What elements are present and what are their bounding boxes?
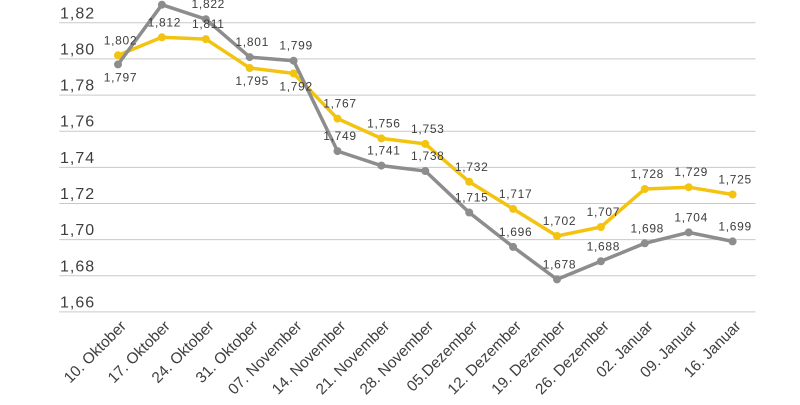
svg-text:1,66: 1,66 — [60, 294, 95, 311]
svg-text:1,725: 1,725 — [718, 173, 752, 187]
svg-text:1,688: 1,688 — [587, 239, 621, 253]
svg-text:1,72: 1,72 — [60, 186, 95, 203]
svg-text:1,792: 1,792 — [279, 79, 313, 93]
svg-text:1,702: 1,702 — [543, 214, 577, 228]
svg-text:1,696: 1,696 — [499, 225, 533, 239]
svg-text:1,767: 1,767 — [323, 97, 357, 111]
svg-text:1,76: 1,76 — [60, 114, 95, 131]
svg-text:1,811: 1,811 — [192, 17, 225, 31]
svg-text:1,732: 1,732 — [455, 160, 489, 174]
svg-text:1,698: 1,698 — [631, 221, 665, 235]
svg-text:1,729: 1,729 — [674, 165, 708, 179]
svg-text:1,801: 1,801 — [235, 35, 269, 49]
svg-text:1,802: 1,802 — [104, 33, 138, 47]
svg-text:1,78: 1,78 — [60, 78, 95, 95]
svg-text:1,797: 1,797 — [104, 70, 138, 84]
svg-text:1,678: 1,678 — [543, 257, 577, 271]
svg-text:1,738: 1,738 — [411, 149, 445, 163]
svg-text:1,717: 1,717 — [499, 187, 533, 201]
svg-text:1,699: 1,699 — [718, 219, 752, 233]
svg-text:1,753: 1,753 — [411, 122, 445, 136]
svg-text:1,82: 1,82 — [60, 5, 95, 22]
svg-text:1,822: 1,822 — [192, 0, 226, 11]
svg-text:1,707: 1,707 — [587, 205, 621, 219]
svg-text:1,715: 1,715 — [455, 191, 489, 205]
svg-text:1,756: 1,756 — [367, 116, 401, 130]
svg-text:1,741: 1,741 — [367, 144, 401, 158]
svg-text:1,795: 1,795 — [235, 74, 269, 88]
svg-text:1,812: 1,812 — [148, 15, 182, 29]
svg-text:1,749: 1,749 — [323, 129, 357, 143]
svg-text:1,68: 1,68 — [60, 258, 95, 275]
svg-text:1,704: 1,704 — [674, 210, 708, 224]
svg-text:1,799: 1,799 — [279, 39, 313, 53]
svg-text:1,70: 1,70 — [60, 222, 95, 239]
svg-text:1,74: 1,74 — [60, 150, 95, 167]
svg-text:1,728: 1,728 — [631, 167, 665, 181]
svg-text:1,80: 1,80 — [60, 41, 95, 58]
